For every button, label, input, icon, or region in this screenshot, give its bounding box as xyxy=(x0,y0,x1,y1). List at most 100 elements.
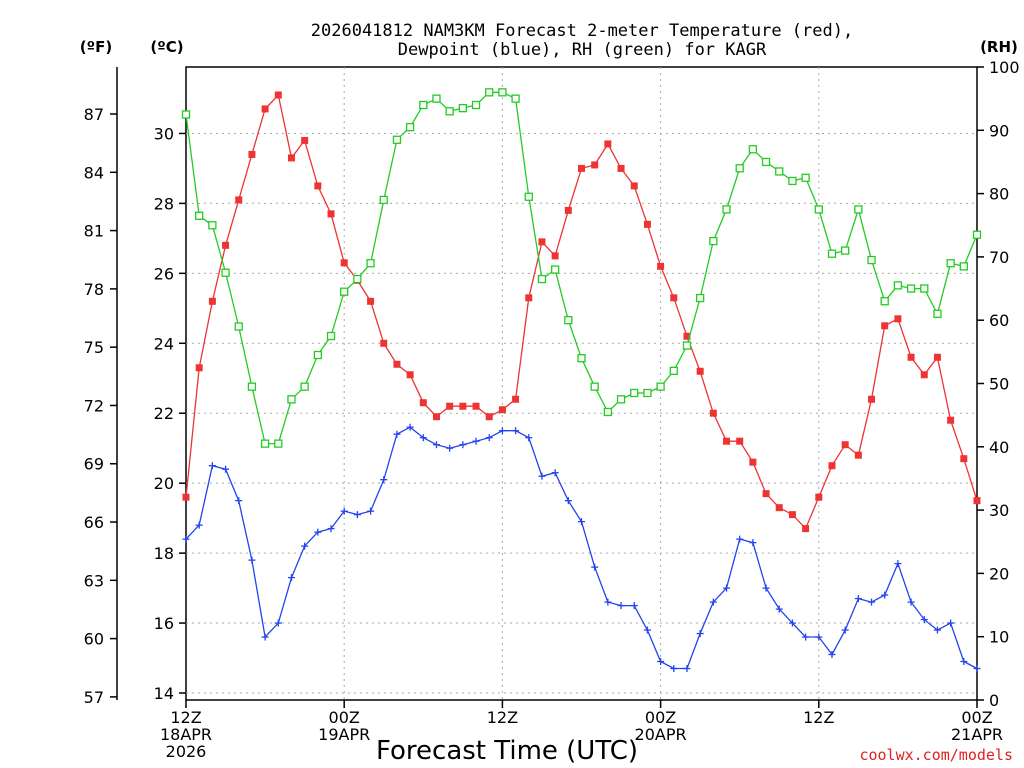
temperature-point xyxy=(854,451,862,459)
dewpoint-point xyxy=(591,563,599,571)
rh-point xyxy=(577,354,586,363)
x-tick-label: 12Z xyxy=(487,708,518,727)
celsius-tick-label: 22 xyxy=(154,404,174,423)
rh-point xyxy=(511,94,520,103)
temperature-point xyxy=(459,402,467,410)
rh-point xyxy=(801,173,810,182)
rh-tick-label: 40 xyxy=(989,438,1009,457)
dewpoint-point xyxy=(841,626,849,634)
rh-point xyxy=(260,439,270,448)
rh-tick-label: 70 xyxy=(989,248,1009,267)
rh-point xyxy=(827,249,837,258)
dewpoint-point xyxy=(920,616,928,624)
rh-point xyxy=(893,281,903,290)
temperature-point xyxy=(828,462,836,470)
dewpoint-point xyxy=(446,444,454,452)
temperature-point xyxy=(564,206,572,214)
dewpoint-point xyxy=(947,619,955,627)
x-tick-label: 18APR xyxy=(160,725,212,744)
dewpoint-point xyxy=(723,584,731,592)
rh-point xyxy=(748,145,758,154)
temperature-point xyxy=(815,493,823,501)
temperature-point xyxy=(749,458,757,466)
celsius-tick-label: 26 xyxy=(154,264,174,283)
fahrenheit-tick-label: 72 xyxy=(84,396,104,415)
celsius-tick-label: 18 xyxy=(154,544,174,563)
temperature-point xyxy=(367,297,375,305)
temperature-point xyxy=(630,182,638,190)
rh-tick-label: 30 xyxy=(989,501,1009,520)
rh-point xyxy=(735,164,744,173)
dewpoint-point xyxy=(802,633,810,641)
rh-point xyxy=(696,293,705,303)
rh-point xyxy=(340,287,349,296)
rh-point xyxy=(247,382,257,391)
temperature-point xyxy=(709,409,717,417)
x-axis-title: Forecast Time (UTC) xyxy=(376,736,638,766)
dewpoint-point xyxy=(182,535,190,543)
dewpoint-point xyxy=(248,556,256,564)
dewpoint-point xyxy=(788,619,796,627)
temperature-point xyxy=(841,441,849,449)
rh-point xyxy=(630,388,639,398)
dewpoint-point xyxy=(762,584,770,592)
rh-point xyxy=(656,382,665,391)
dewpoint-point xyxy=(274,619,282,627)
x-tick-label: 12Z xyxy=(803,708,834,727)
temperature-point xyxy=(683,332,691,340)
rh-tick-label: 10 xyxy=(989,628,1009,647)
rh-tick-label: 90 xyxy=(989,121,1009,140)
rh-point xyxy=(326,331,336,341)
temperature-point xyxy=(591,161,599,169)
temperature-point xyxy=(498,406,506,414)
celsius-axis-label: (ºC) xyxy=(150,38,183,56)
dewpoint-point xyxy=(578,518,585,526)
temperature-point xyxy=(195,364,203,372)
dewpoint-point xyxy=(551,469,559,477)
rh-point xyxy=(603,407,613,417)
dewpoint-point xyxy=(353,511,361,519)
rh-point xyxy=(722,205,731,214)
dewpoint-point xyxy=(327,525,335,533)
dewpoint-point xyxy=(525,434,533,442)
rh-point xyxy=(313,350,322,360)
dewpoint-point xyxy=(683,665,691,673)
dewpoint-point xyxy=(604,598,612,606)
dewpoint-point xyxy=(709,598,717,606)
temperature-point xyxy=(222,241,230,249)
temperature-point xyxy=(920,371,928,379)
fahrenheit-tick-label: 78 xyxy=(84,280,104,299)
rh-tick-label: 80 xyxy=(989,185,1009,204)
dewpoint-point xyxy=(564,497,572,505)
chart-title-line1: 2026041812 NAM3KM Forecast 2-meter Tempe… xyxy=(311,21,853,41)
temperature-point xyxy=(301,136,309,144)
temperature-point xyxy=(551,252,559,260)
rh-point xyxy=(274,439,283,448)
fahrenheit-tick-label: 63 xyxy=(84,571,104,590)
rh-point xyxy=(841,246,850,255)
x-tick-label: 21APR xyxy=(951,725,1003,744)
dewpoint-point xyxy=(630,602,638,610)
dewpoint-point xyxy=(419,434,427,442)
rh-tick-label: 100 xyxy=(989,58,1020,77)
temperature-point xyxy=(261,105,269,113)
temperature-point xyxy=(907,353,915,361)
rh-point xyxy=(880,297,889,306)
temperature-point xyxy=(736,437,744,445)
dewpoint-point xyxy=(367,507,375,515)
rh-tick-label: 60 xyxy=(989,311,1009,330)
temperature-point xyxy=(788,511,796,519)
x-tick-label: 20APR xyxy=(635,725,687,744)
rh-point xyxy=(300,382,309,391)
dewpoint-point xyxy=(854,595,862,603)
dewpoint-point xyxy=(459,441,467,449)
rh-point xyxy=(234,322,243,331)
temperature-point xyxy=(894,315,902,323)
dewpoint-point xyxy=(340,507,348,515)
dewpoint-point xyxy=(617,602,625,610)
x-tick-label: 00Z xyxy=(645,708,676,727)
temperature-point xyxy=(525,294,533,302)
dewpoint-point xyxy=(643,626,651,634)
celsius-tick-label: 30 xyxy=(154,124,174,143)
